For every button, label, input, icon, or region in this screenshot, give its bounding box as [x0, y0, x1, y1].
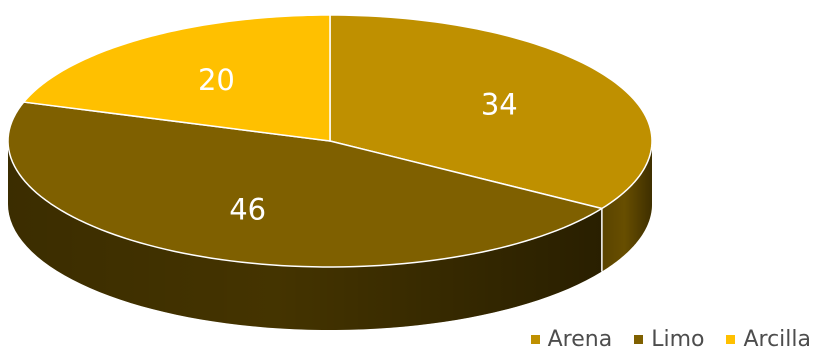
data-label-arena: 34 [481, 88, 518, 122]
legend-label-arcilla: Arcilla [743, 327, 811, 352]
legend-label-arena: Arena [547, 327, 613, 352]
data-labels: 34 46 20 [198, 63, 518, 227]
pie-side-shade-limo [8, 141, 602, 330]
pie-slice-arena [329, 14, 653, 210]
data-label-arcilla: 20 [198, 63, 235, 97]
pie-slices [7, 14, 653, 268]
legend-item-limo: Limo [634, 327, 704, 352]
pie-slice-arcilla [23, 14, 331, 142]
pie-slice-limo [7, 101, 603, 268]
legend: Arena Limo Arcilla [530, 327, 811, 352]
legend-swatch-arena [530, 335, 540, 344]
data-label-limo: 46 [229, 192, 266, 226]
legend-swatch-limo [634, 335, 644, 344]
legend-item-arcilla: Arcilla [726, 327, 811, 352]
pie-depth [8, 141, 652, 330]
pie-side-shade-arena [601, 141, 652, 272]
legend-swatch-arcilla [726, 335, 736, 344]
legend-label-limo: Limo [651, 327, 705, 352]
legend-item-arena: Arena [530, 327, 613, 352]
